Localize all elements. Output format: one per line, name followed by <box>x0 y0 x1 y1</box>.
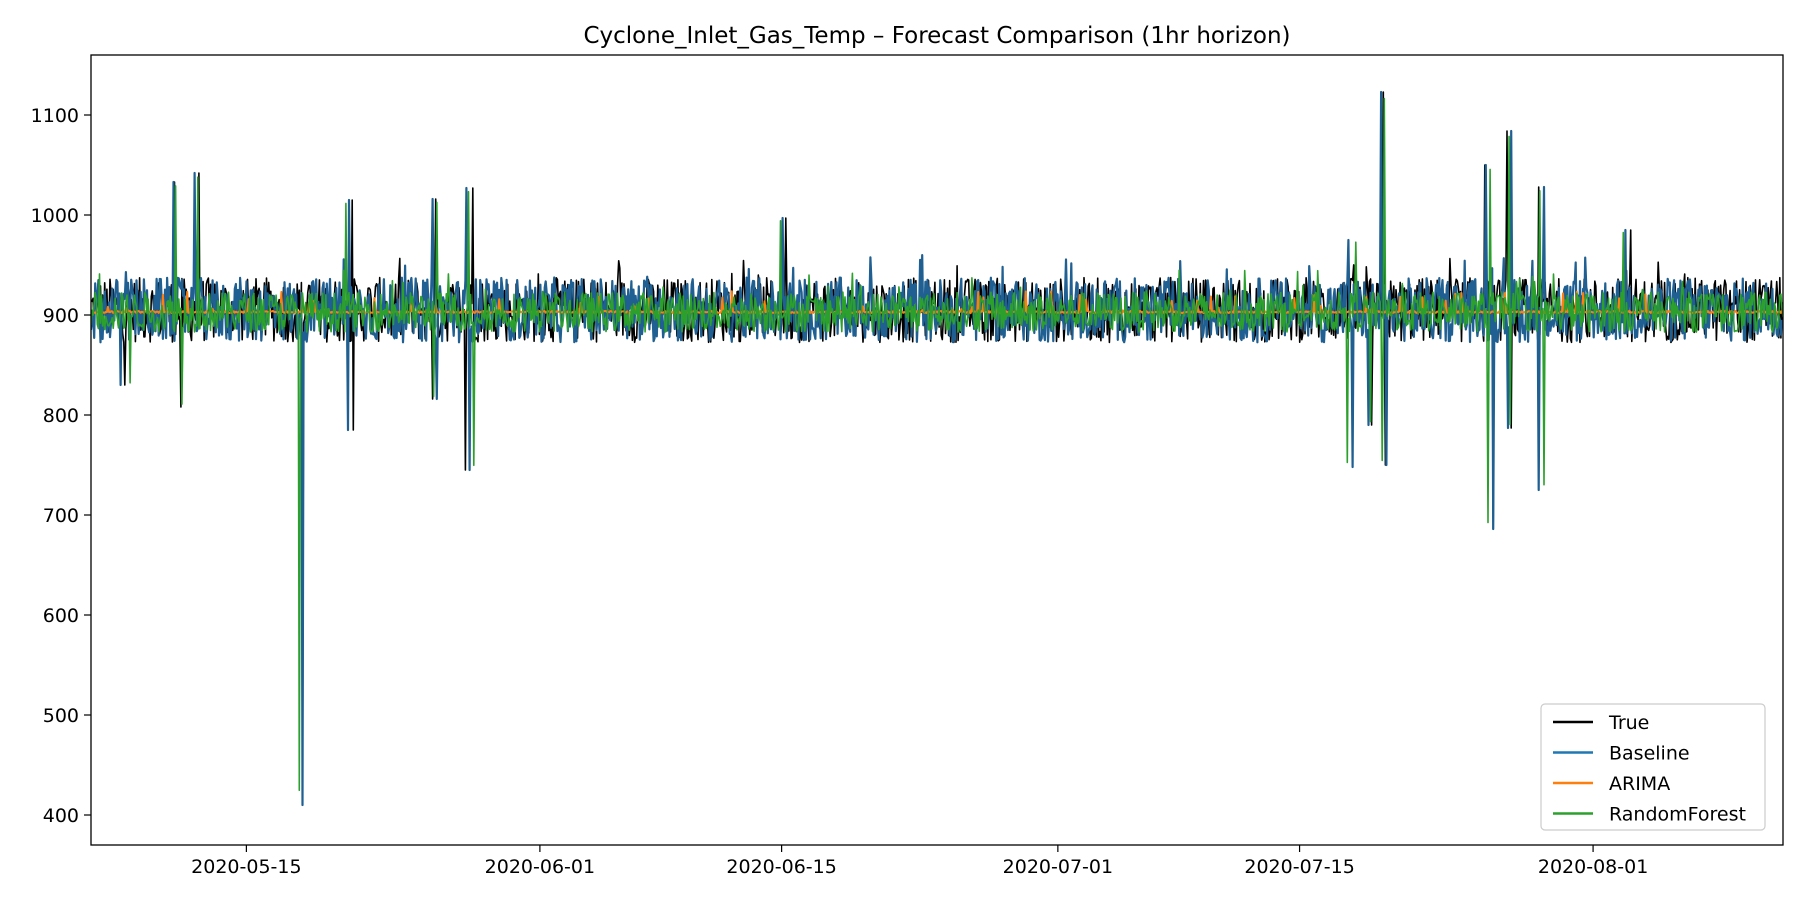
x-axis: 2020-05-15 2020-06-01 2020-06-15 2020-07-01… <box>191 845 1648 878</box>
x-tick-label: 2020-06-01 <box>485 856 595 878</box>
x-tick-label: 2020-06-15 <box>726 856 836 878</box>
legend: True Baseline ARIMA RandomForest <box>1540 703 1766 831</box>
legend-label-true: True <box>1608 712 1649 734</box>
y-tick-label: 1100 <box>31 105 79 127</box>
legend-label-arima: ARIMA <box>1609 773 1670 795</box>
plot-frame <box>90 54 1784 846</box>
legend-label-baseline: Baseline <box>1609 743 1690 765</box>
x-tick-label: 2020-08-01 <box>1538 856 1648 878</box>
legend-label-randomforest: RandomForest <box>1609 804 1746 826</box>
y-tick-label: 500 <box>43 705 79 727</box>
y-axis: 400 500 600 700 800 900 1000 1100 <box>31 105 91 827</box>
chart-title: Cyclone_Inlet_Gas_Temp – Forecast Compar… <box>583 23 1290 49</box>
series-line-randomforest <box>91 97 1783 791</box>
x-tick-label: 2020-07-01 <box>1003 856 1113 878</box>
y-tick-label: 700 <box>43 505 79 527</box>
series-layer <box>91 90 1783 807</box>
x-tick-label: 2020-07-15 <box>1244 856 1354 878</box>
y-tick-label: 400 <box>43 805 79 827</box>
y-tick-label: 1000 <box>31 205 79 227</box>
y-tick-label: 800 <box>43 405 79 427</box>
y-tick-label: 900 <box>43 305 79 327</box>
x-tick-label: 2020-05-15 <box>191 856 301 878</box>
legend-frame <box>1540 703 1766 831</box>
y-tick-label: 600 <box>43 605 79 627</box>
